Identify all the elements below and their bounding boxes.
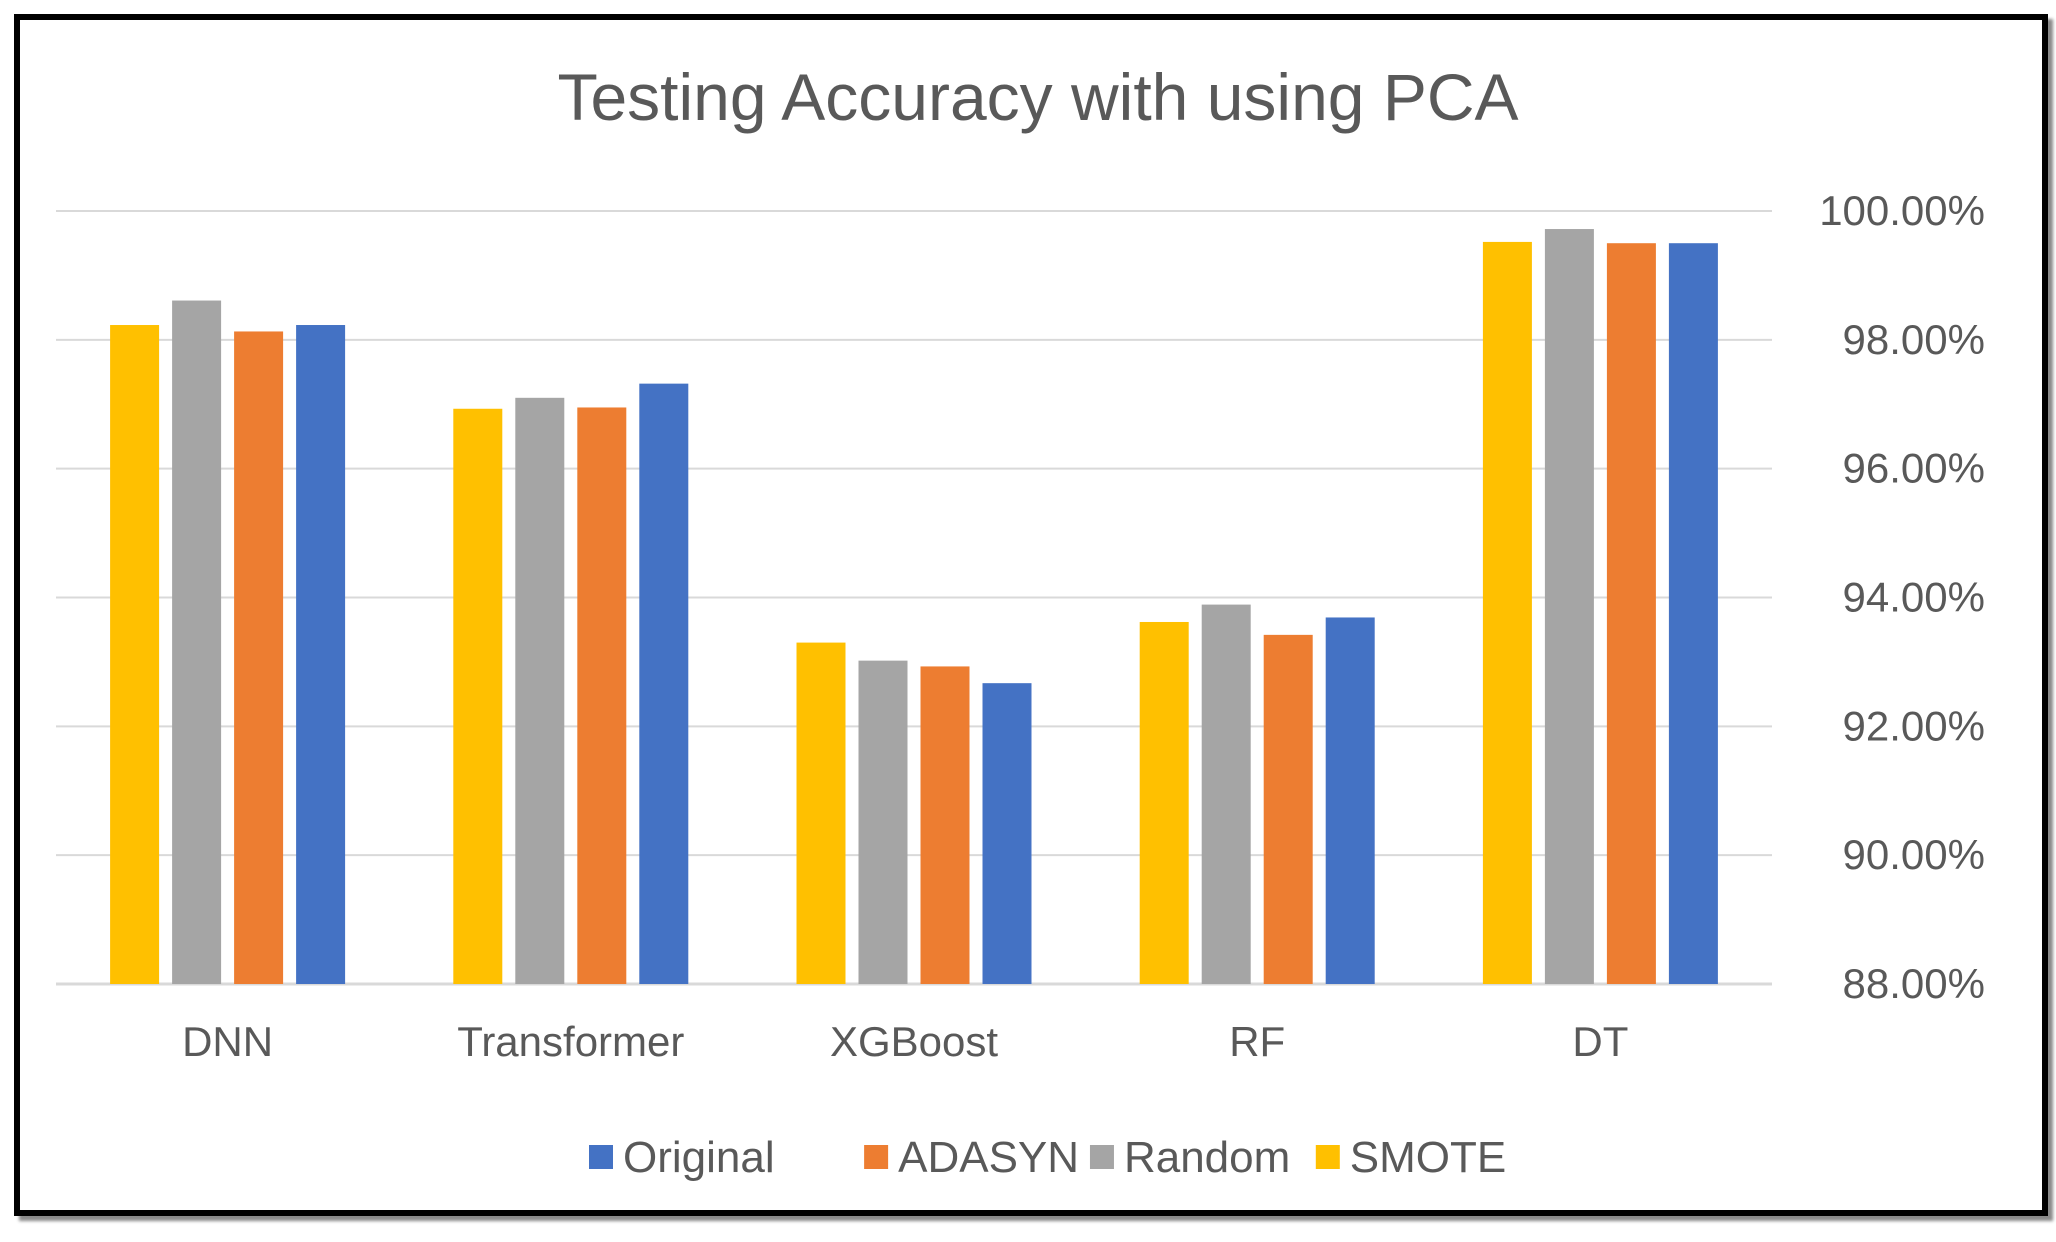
bar-smote-dnn: [110, 325, 160, 985]
bar-smote-dt: [1482, 241, 1532, 985]
bar-original-xgboost: [982, 683, 1032, 984]
bar-adasyn-dt: [1606, 243, 1656, 985]
y-tick-label: 88.00%: [1843, 960, 1985, 1007]
y-tick-label: 100.00%: [1819, 187, 1985, 234]
bar-random-dnn: [172, 300, 222, 984]
legend-swatch-random: [1089, 1145, 1114, 1169]
bar-original-rf: [1325, 617, 1375, 984]
legend-label-random: Random: [1124, 1133, 1290, 1182]
bar-adasyn-xgboost: [920, 666, 970, 984]
bar-random-dt: [1544, 229, 1594, 984]
bar-original-dnn: [296, 325, 346, 985]
x-tick-label: DT: [1572, 1018, 1628, 1065]
bar-smote-xgboost: [796, 642, 846, 984]
y-tick-label: 92.00%: [1843, 702, 1985, 749]
x-tick-label: Transformer: [457, 1018, 684, 1065]
legend-label-adasyn: ADASYN: [898, 1133, 1079, 1182]
legend-label-smote: SMOTE: [1350, 1133, 1506, 1182]
bar-adasyn-dnn: [234, 331, 284, 984]
bar-random-transformer: [515, 397, 565, 984]
legend-label-original: Original: [623, 1133, 775, 1182]
chart-frame: Testing Accuracy with using PCA 88.00% 90…: [14, 14, 2048, 1216]
bar-original-transformer: [639, 383, 689, 984]
bar-smote-rf: [1139, 621, 1189, 984]
y-tick-label: 96.00%: [1843, 445, 1985, 492]
bar-adasyn-rf: [1263, 634, 1313, 984]
legend-swatch-smote: [1315, 1145, 1340, 1169]
chart-title: Testing Accuracy with using PCA: [557, 60, 1518, 134]
bar-original-dt: [1668, 243, 1718, 985]
bar-smote-transformer: [453, 408, 503, 984]
y-tick-label: 98.00%: [1843, 316, 1985, 363]
legend-swatch-adasyn: [864, 1145, 889, 1169]
bar-random-rf: [1201, 604, 1251, 984]
y-tick-label: 90.00%: [1843, 831, 1985, 878]
bar-chart: Testing Accuracy with using PCA 88.00% 90…: [56, 60, 1985, 1182]
x-tick-label: XGBoost: [830, 1018, 998, 1065]
legend-swatch-original: [589, 1145, 613, 1169]
y-tick-label: 94.00%: [1843, 574, 1985, 621]
x-tick-label: DNN: [182, 1018, 273, 1065]
bar-adasyn-transformer: [577, 407, 627, 984]
x-tick-label: RF: [1229, 1018, 1285, 1065]
bar-random-xgboost: [858, 660, 908, 984]
